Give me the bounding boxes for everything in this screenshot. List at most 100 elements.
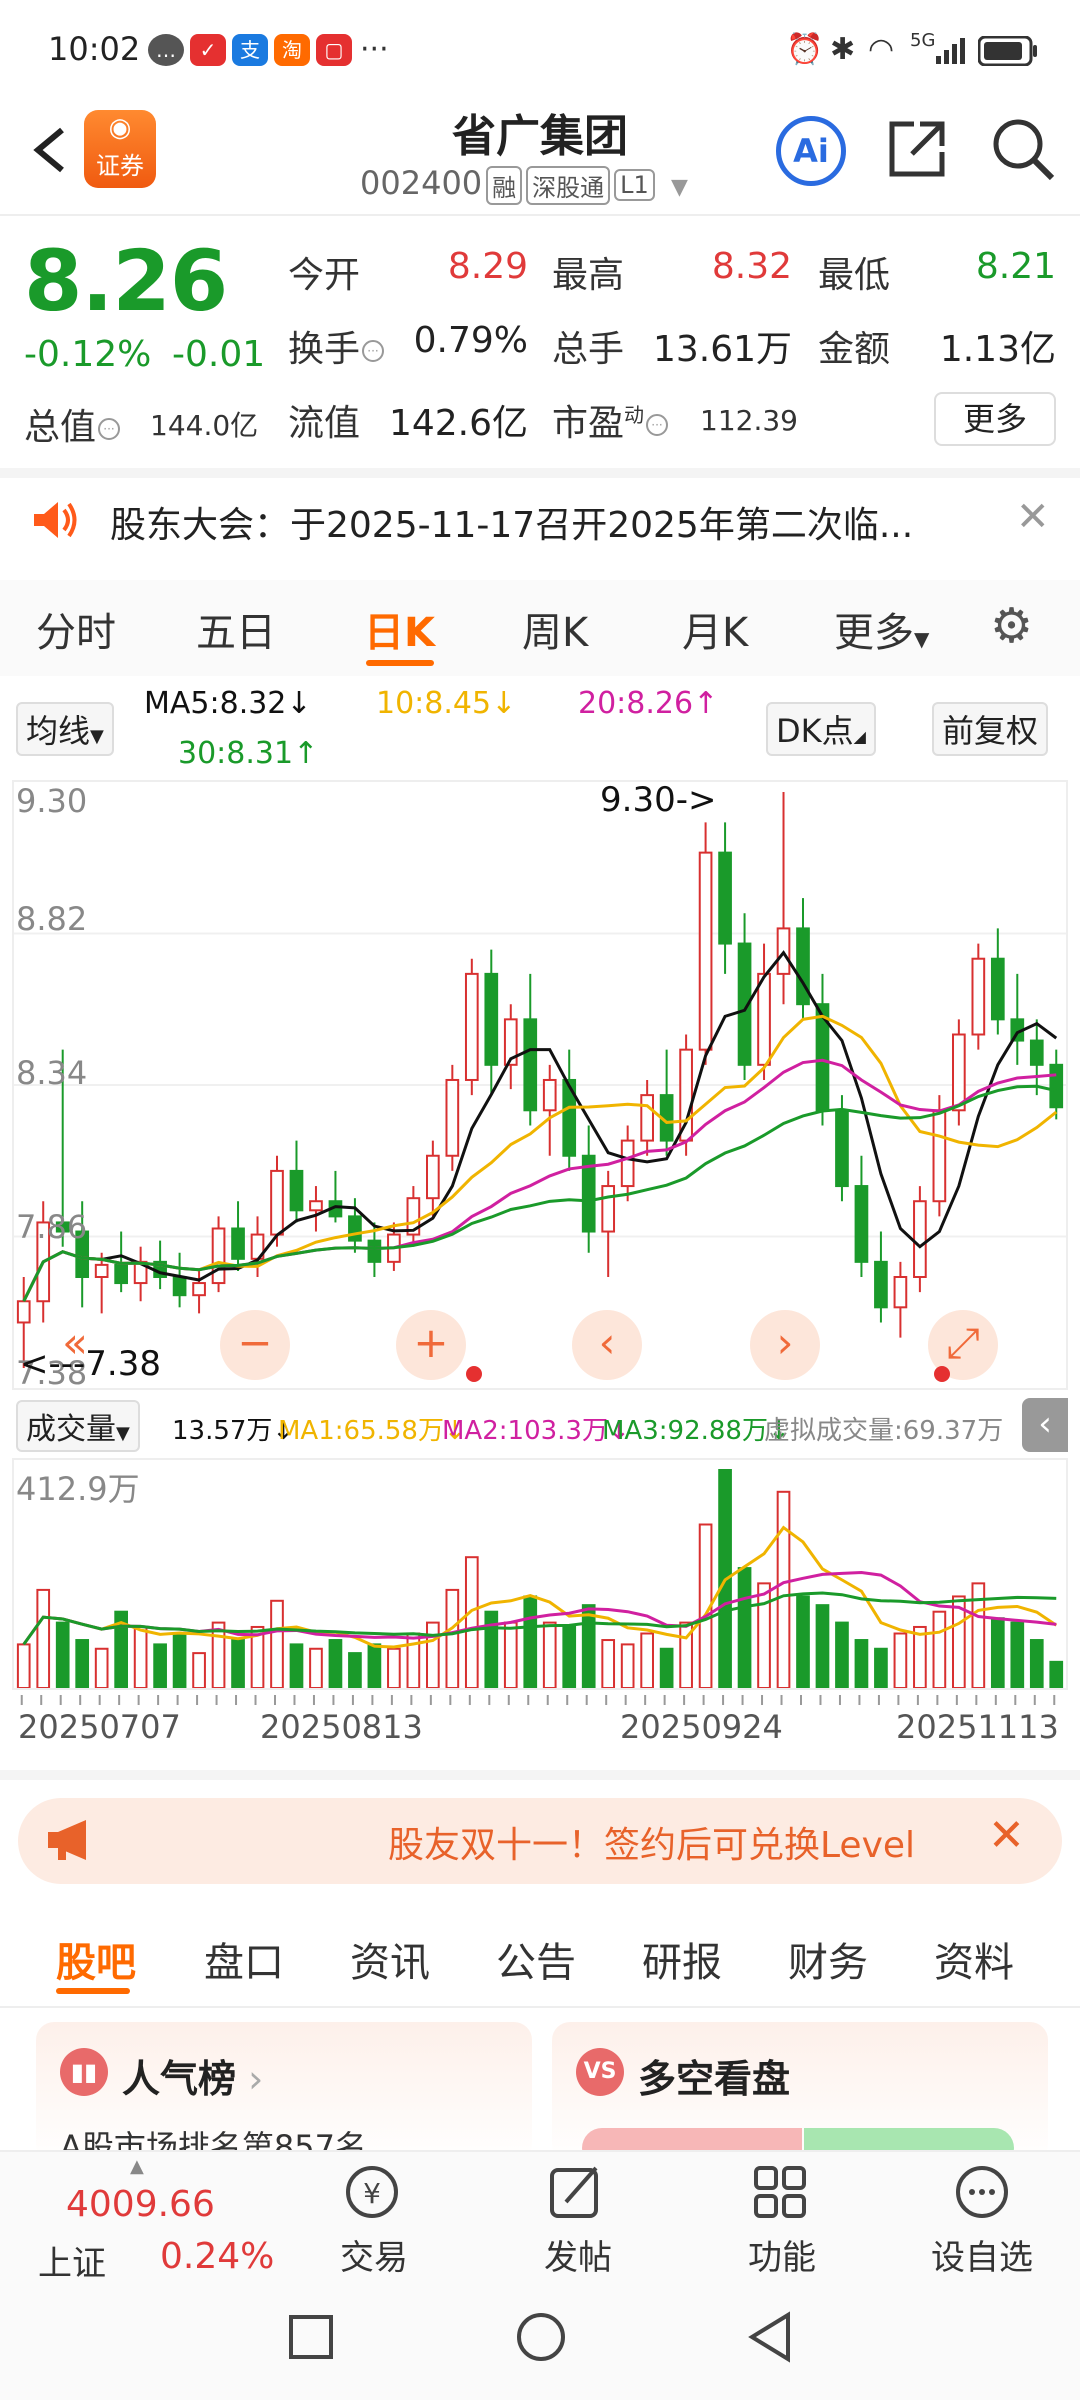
expand-up-icon[interactable]: ▲ bbox=[130, 2156, 144, 2177]
zoom-in-button[interactable]: + bbox=[396, 1310, 466, 1380]
collapse-panel-icon[interactable]: ‹ bbox=[1022, 1398, 1068, 1452]
home-icon[interactable] bbox=[514, 2310, 568, 2368]
volume-selector[interactable]: 成交量▼ bbox=[16, 1400, 140, 1452]
tab-profile[interactable]: 资料 bbox=[934, 1940, 1014, 1986]
zoom-out-button[interactable]: − bbox=[220, 1310, 290, 1380]
tab-financials[interactable]: 财务 bbox=[788, 1940, 868, 1986]
high-label: 最高 bbox=[552, 255, 625, 296]
candle-body bbox=[289, 1169, 304, 1212]
back-icon[interactable] bbox=[26, 110, 76, 190]
nav-functions[interactable]: 功能 bbox=[748, 2238, 816, 2278]
candle-body bbox=[542, 1078, 557, 1112]
megaphone-icon bbox=[44, 1818, 96, 1866]
more-quote-button[interactable]: 更多 bbox=[934, 392, 1056, 446]
candle-body bbox=[718, 851, 732, 945]
broker-logo[interactable]: ◉ 证券 bbox=[84, 110, 156, 188]
dropdown-icon: ▼ bbox=[116, 1423, 130, 1444]
volume-bar bbox=[776, 1490, 791, 1689]
volume-label: 总手 bbox=[552, 329, 625, 370]
search-icon[interactable] bbox=[988, 114, 1058, 184]
notice-text[interactable]: 股东大会：于2025-11-17召开2025年第二次临... bbox=[110, 505, 914, 546]
promo-text[interactable]: 股友双十一！签约后可兑换Level bbox=[388, 1825, 916, 1866]
candle-body bbox=[484, 972, 499, 1066]
volume-current: 13.57万↓ bbox=[172, 1416, 295, 1446]
y-axis-label-top: 9.30 bbox=[16, 782, 88, 820]
kline-chart[interactable] bbox=[12, 780, 1068, 1390]
open-label: 今开 bbox=[288, 255, 361, 296]
volume-ma2: MA2:103.3万↓ bbox=[442, 1416, 630, 1446]
volume-bar bbox=[659, 1647, 674, 1689]
total-value: 144.0亿 bbox=[150, 409, 259, 442]
promo-banner[interactable] bbox=[18, 1798, 1062, 1884]
add-watchlist-icon[interactable] bbox=[950, 2162, 1014, 2226]
popularity-card[interactable]: ▮▮ 人气榜 › A股市场排名第857名 bbox=[36, 2022, 532, 2162]
candle-body bbox=[503, 1018, 518, 1066]
wifi-icon: ◠ bbox=[868, 32, 895, 67]
app-notification-icon-2: ▢ bbox=[316, 34, 352, 66]
index-change: 0.24% bbox=[160, 2236, 275, 2277]
alarm-icon: ⏰ bbox=[786, 32, 824, 67]
recent-apps-icon[interactable] bbox=[286, 2312, 336, 2366]
bull-bear-card[interactable]: VS 多空看盘 bbox=[552, 2022, 1048, 2162]
tab-research[interactable]: 研报 bbox=[642, 1940, 722, 1986]
volume-bar bbox=[1049, 1660, 1064, 1689]
volume-bar bbox=[757, 1582, 771, 1689]
nav-add-watchlist[interactable]: 设自选 bbox=[931, 2238, 1033, 2278]
ma-selector[interactable]: 均线▼ bbox=[16, 702, 114, 756]
prev-button[interactable]: ‹ bbox=[572, 1310, 642, 1380]
tab-announcements[interactable]: 公告 bbox=[496, 1940, 576, 1986]
amount-label: 金额 bbox=[818, 329, 891, 370]
tab-five-day[interactable]: 五日 bbox=[196, 610, 276, 656]
tab-intraday[interactable]: 分时 bbox=[36, 610, 116, 656]
info-icon[interactable]: ··· bbox=[362, 340, 385, 362]
share-icon[interactable] bbox=[884, 116, 950, 182]
bluetooth-icon: ✱ bbox=[830, 32, 856, 67]
ai-button[interactable]: Ai bbox=[776, 116, 846, 186]
tab-news[interactable]: 资讯 bbox=[350, 1940, 430, 1986]
info-icon[interactable]: ··· bbox=[646, 414, 669, 436]
candle-body bbox=[620, 1139, 635, 1188]
dk-point-selector[interactable]: DK点◢ bbox=[766, 702, 876, 756]
rewind-icon[interactable]: « bbox=[62, 1318, 88, 1367]
tag-margin: 融 bbox=[486, 165, 523, 205]
volume-bar bbox=[94, 1647, 109, 1689]
stock-code-row[interactable]: 002400 融深股通 L1 ▼ bbox=[360, 164, 688, 205]
trade-icon[interactable]: ¥ bbox=[340, 2162, 404, 2226]
nav-post[interactable]: 发帖 bbox=[544, 2238, 612, 2278]
stock-code: 002400 bbox=[360, 164, 483, 202]
stock-name: 省广集团 bbox=[452, 111, 628, 162]
section-divider bbox=[0, 1770, 1080, 1780]
close-icon[interactable]: ✕ bbox=[988, 1810, 1025, 1861]
pe-dynamic-mark: 动 bbox=[624, 403, 645, 427]
post-icon[interactable] bbox=[544, 2162, 608, 2226]
system-back-icon[interactable] bbox=[744, 2310, 798, 2368]
dropdown-icon: ▼ bbox=[90, 726, 104, 747]
index-value: 4009.66 bbox=[66, 2184, 215, 2225]
y-axis-label-2: 8.82 bbox=[16, 900, 88, 938]
volume-chart[interactable] bbox=[12, 1458, 1068, 1690]
status-time: 10:02 bbox=[48, 30, 141, 68]
next-button[interactable]: › bbox=[750, 1310, 820, 1380]
adjust-selector[interactable]: 前复权 bbox=[932, 702, 1049, 756]
candle-body bbox=[445, 1078, 460, 1157]
tab-weekly-k[interactable]: 周K bbox=[522, 610, 589, 656]
candle-body bbox=[757, 972, 771, 1066]
active-tab-indicator bbox=[56, 1988, 130, 1994]
pe-label: 市盈动 ··· bbox=[552, 394, 669, 446]
volume-bar bbox=[503, 1621, 518, 1690]
gear-icon[interactable]: ⚙ bbox=[990, 598, 1034, 654]
functions-icon[interactable] bbox=[748, 2162, 812, 2226]
amount-value: 1.13亿 bbox=[939, 329, 1056, 370]
ma20-label: 20:8.26↑ bbox=[578, 686, 719, 721]
nav-trade[interactable]: 交易 bbox=[340, 2238, 408, 2278]
y-axis-label-3: 8.34 bbox=[16, 1054, 88, 1092]
tab-guba[interactable]: 股吧 bbox=[56, 1940, 136, 1986]
tab-order-book[interactable]: 盘口 bbox=[204, 1940, 284, 1986]
tab-more[interactable]: 更多▼ bbox=[834, 610, 930, 656]
candle-body bbox=[874, 1260, 888, 1309]
tab-daily-k[interactable]: 日K bbox=[364, 610, 435, 656]
close-icon[interactable]: ✕ bbox=[1016, 494, 1050, 540]
tab-monthly-k[interactable]: 月K bbox=[682, 610, 749, 656]
volume-bar bbox=[464, 1556, 479, 1689]
info-icon[interactable]: ··· bbox=[98, 418, 121, 440]
